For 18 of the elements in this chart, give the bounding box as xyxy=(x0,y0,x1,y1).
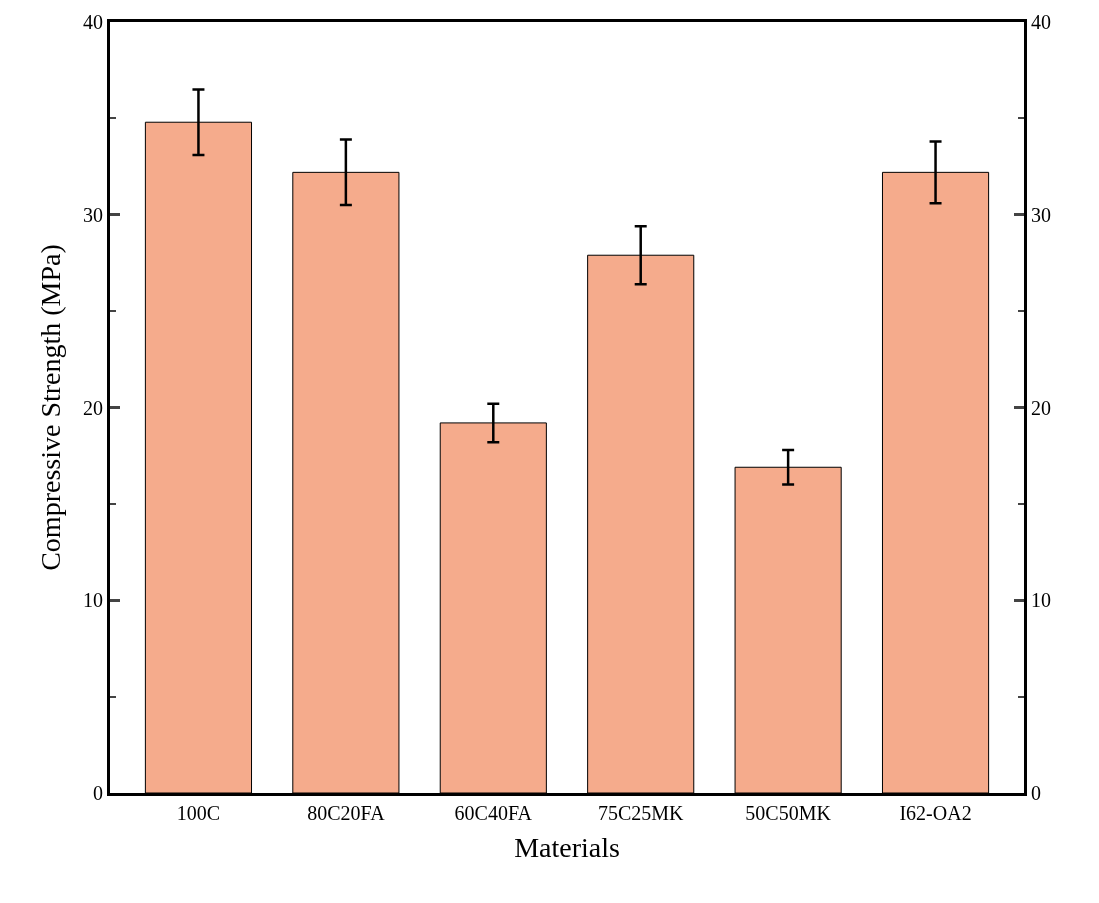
y-tick-label: 30 xyxy=(83,203,103,226)
x-tick-label: 100C xyxy=(176,802,221,824)
y-tick-label: 40 xyxy=(83,11,103,33)
y2-tick-label: 40 xyxy=(1031,11,1051,33)
x-tick-label: 60C40FA xyxy=(454,802,533,824)
x-tick-label: I62-OA2 xyxy=(899,802,972,824)
y2-tick-label: 0 xyxy=(1031,782,1041,804)
y2-tick-label: 30 xyxy=(1031,203,1051,226)
x-tick-label: 50C50MK xyxy=(745,802,832,824)
y2-tick-label: 20 xyxy=(1031,396,1051,419)
x-tick-label: 75C25MK xyxy=(597,802,685,824)
y-tick-label: 10 xyxy=(83,589,103,612)
y-axis-title: Compressive Strength (MPa) xyxy=(34,244,66,571)
x-tick-label: 80C20FA xyxy=(307,802,386,824)
x-axis-title: Materials xyxy=(514,832,620,864)
y2-tick-label: 10 xyxy=(1031,589,1051,612)
y-tick-label: 0 xyxy=(93,782,103,804)
y-tick-label: 20 xyxy=(83,396,103,419)
